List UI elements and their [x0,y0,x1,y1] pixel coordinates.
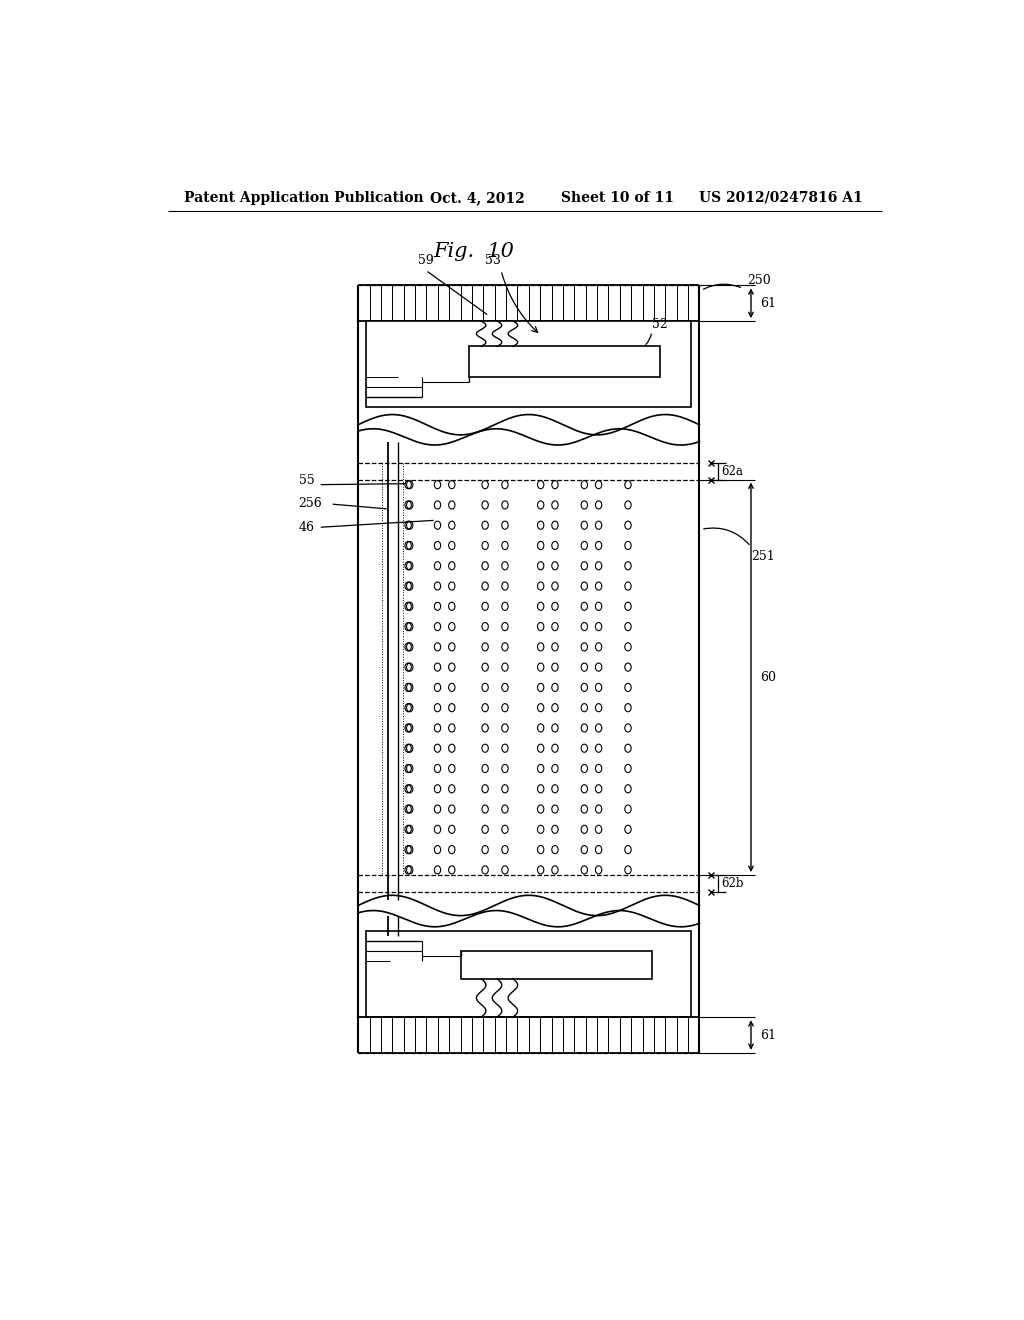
Text: 251: 251 [751,550,775,564]
Text: 256: 256 [299,498,323,511]
Text: 52: 52 [651,318,668,330]
Text: 59: 59 [418,253,433,267]
Bar [367,321,691,408]
Text: Sheet 10 of 11: Sheet 10 of 11 [560,191,674,205]
Text: US 2012/0247816 A1: US 2012/0247816 A1 [699,191,863,205]
Text: 60: 60 [761,671,776,684]
Text: 61: 61 [761,297,776,310]
Text: 53: 53 [485,253,501,267]
Text: 55: 55 [299,474,314,487]
Text: 62a: 62a [721,465,742,478]
Text: Patent Application Publication: Patent Application Publication [183,191,423,205]
Text: 61: 61 [761,1028,776,1041]
Text: Fig.  10: Fig. 10 [433,242,514,261]
Text: 250: 250 [748,273,771,286]
Bar [469,346,659,378]
Bar [367,931,691,1018]
Text: Oct. 4, 2012: Oct. 4, 2012 [430,191,524,205]
Bar [461,952,651,978]
Text: 62b: 62b [721,876,743,890]
Text: 46: 46 [299,521,314,533]
